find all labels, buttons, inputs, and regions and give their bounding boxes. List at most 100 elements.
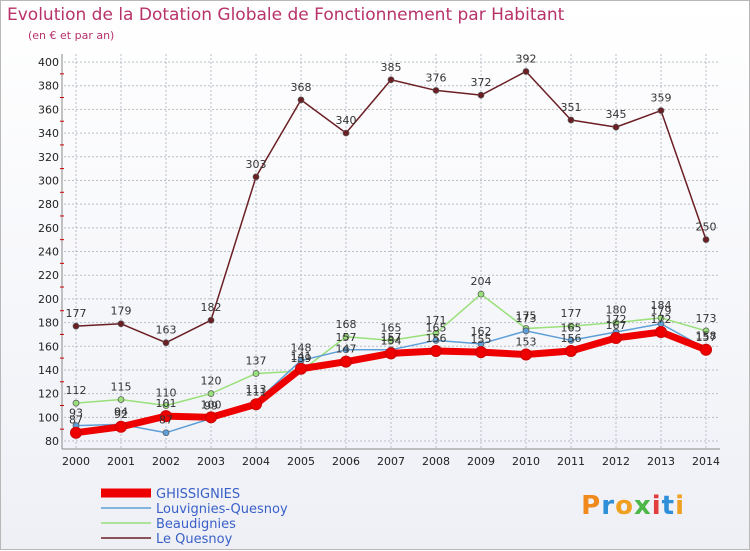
data-point [612, 123, 620, 131]
data-point [702, 236, 710, 244]
legend-label: GHISSIGNIES [156, 487, 240, 502]
data-point [565, 344, 577, 357]
data-label: 147 [336, 343, 357, 356]
chart-title: Evolution de la Dotation Globale de Fonc… [7, 5, 565, 25]
data-point [432, 329, 440, 337]
data-point [162, 429, 170, 437]
y-tick-label: 300 [38, 174, 59, 187]
logo-text: Proxiti [581, 491, 685, 521]
data-label: 100 [201, 398, 222, 411]
data-label: 368 [291, 81, 312, 94]
x-tick-label: 2007 [377, 455, 405, 468]
data-label: 340 [336, 114, 357, 127]
logo-letter: x [633, 491, 652, 521]
data-label: 115 [111, 381, 132, 394]
data-point [295, 362, 307, 375]
data-label: 165 [381, 321, 402, 334]
data-point [207, 390, 215, 397]
data-label: 168 [336, 318, 357, 331]
x-tick-label: 2009 [467, 455, 495, 468]
y-tick-label: 240 [38, 246, 59, 259]
data-point [115, 420, 127, 433]
data-point [477, 290, 485, 298]
logo-letter: i [651, 491, 662, 521]
y-tick-label: 320 [38, 151, 59, 164]
data-point [430, 344, 442, 357]
data-point [655, 326, 667, 339]
data-point [702, 327, 710, 335]
data-point [162, 339, 170, 347]
data-label: 173 [696, 312, 717, 325]
data-point [72, 399, 80, 407]
data-point [385, 347, 397, 360]
data-label: 359 [651, 92, 672, 105]
legend-label: Beaudignies [156, 517, 236, 532]
data-label: 172 [651, 313, 672, 326]
data-point [387, 336, 395, 344]
data-label: 157 [696, 331, 717, 344]
data-point [567, 336, 575, 344]
logo-letter: o [615, 491, 634, 521]
data-label: 163 [156, 324, 177, 337]
logo-letter: i [675, 491, 685, 521]
logo-letter: t [661, 491, 676, 521]
data-point [432, 336, 440, 344]
data-label: 139 [291, 352, 312, 365]
data-label: 171 [426, 314, 447, 327]
data-point [72, 322, 80, 330]
data-label: 113 [246, 383, 267, 396]
y-tick-label: 100 [38, 411, 59, 424]
grid-lines [64, 54, 720, 449]
data-label: 137 [246, 354, 267, 367]
data-label: 385 [381, 61, 402, 74]
data-label: 94 [114, 405, 128, 418]
data-label: 111 [246, 385, 267, 398]
y-tick-label: 180 [38, 317, 59, 330]
data-point [342, 129, 350, 137]
data-point [475, 346, 487, 359]
data-label: 154 [381, 334, 402, 347]
data-point [567, 116, 575, 124]
data-label: 175 [516, 309, 537, 322]
data-point [207, 316, 215, 324]
data-point [342, 333, 350, 341]
data-labels: 177 179 163 182 303 368 340 385 376 372 392 351 345 3… [66, 52, 717, 426]
y-tick-label: 80 [45, 435, 59, 448]
legend: GHISSIGNIESLouvignies-QuesnoyBeaudignies… [101, 487, 288, 547]
data-label: 165 [561, 321, 582, 334]
x-tick-label: 2000 [62, 455, 90, 468]
data-label: 101 [156, 397, 177, 410]
y-tick-label: 140 [38, 364, 59, 377]
proxiti-logo: Proxiti [581, 491, 685, 521]
data-label: 120 [201, 375, 222, 388]
data-point [162, 402, 170, 409]
data-label: 141 [291, 350, 312, 363]
data-label: 87 [69, 414, 83, 427]
data-label: 156 [561, 332, 582, 345]
data-label: 153 [516, 336, 537, 349]
data-label: 158 [696, 330, 717, 343]
data-label: 351 [561, 101, 582, 114]
y-tick-label: 220 [38, 269, 59, 282]
y-tick-label: 200 [38, 293, 59, 306]
legend-label: Louvignies-Quesnoy [156, 502, 288, 517]
axes: 80 100 120 140 160 180 200 220 240 260 280 300 320 34… [38, 54, 720, 468]
data-point [117, 396, 125, 403]
y-tick-label: 120 [38, 388, 59, 401]
y-tick-label: 380 [38, 80, 59, 93]
data-point [700, 343, 712, 356]
data-label: 165 [426, 321, 447, 334]
data-label: 162 [471, 325, 492, 338]
data-label: 179 [651, 305, 672, 318]
data-label: 92 [114, 408, 128, 421]
data-point [70, 426, 82, 439]
data-point [612, 319, 620, 326]
x-tick-label: 2002 [152, 455, 180, 468]
chart-subtitle: (en € et par an) [28, 29, 115, 42]
data-point [340, 355, 352, 368]
x-tick-label: 2008 [422, 455, 450, 468]
y-tick-label: 260 [38, 222, 59, 235]
data-point [432, 87, 440, 94]
x-tick-label: 2006 [332, 455, 360, 468]
